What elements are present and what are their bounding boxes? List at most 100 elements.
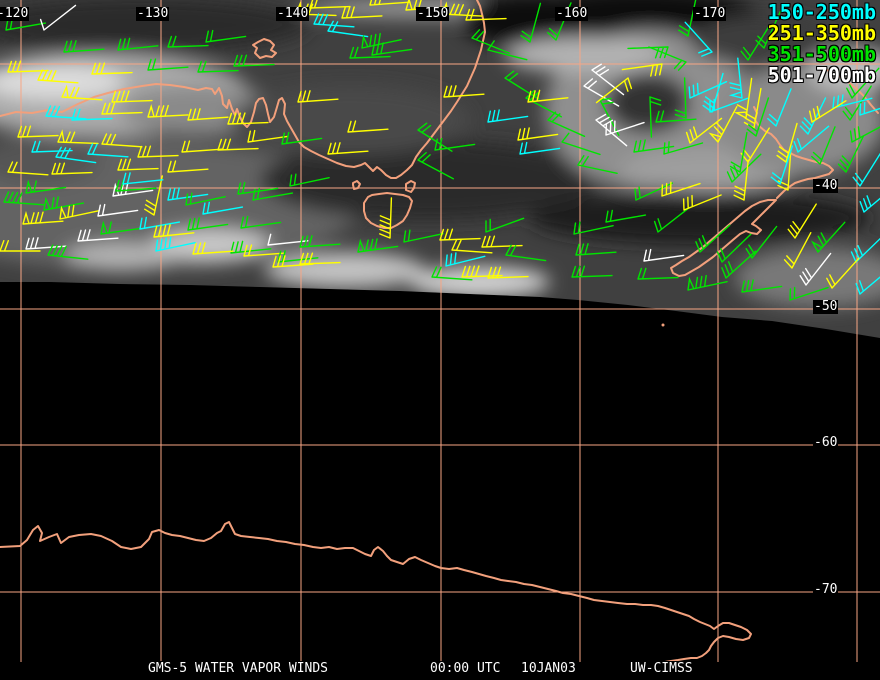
wind-barb [643, 248, 685, 262]
wind-barb [55, 146, 97, 164]
coastline-king-island [352, 180, 361, 190]
wind-barb [776, 122, 798, 163]
wind-barb [859, 101, 880, 116]
wind-barb [726, 153, 762, 183]
wind-barb [465, 8, 507, 21]
wind-barb [347, 120, 389, 133]
wind-barb [487, 40, 528, 61]
wind-barb [789, 286, 829, 301]
wind-barb [63, 40, 105, 53]
wind-barb [341, 6, 383, 19]
wind-barb [281, 131, 323, 145]
wind-barb [811, 221, 846, 253]
wind-barb [243, 244, 285, 257]
wind-barb [850, 237, 880, 263]
wind-barb [361, 32, 402, 49]
wind-barb [505, 244, 547, 262]
wind-barb [25, 179, 67, 194]
wind-barb [272, 255, 314, 268]
wind-barb [783, 232, 812, 269]
wind-barb [661, 181, 701, 197]
wind-barb [0, 240, 41, 252]
wind-barb [663, 141, 704, 155]
wind-barb [417, 151, 454, 180]
wind-barb [577, 155, 618, 174]
wind-barb [487, 266, 529, 279]
wind-barb [687, 274, 728, 291]
wind-barb [517, 127, 559, 141]
wind-barb [605, 120, 645, 136]
wind-barb [451, 239, 493, 254]
wind-barb [97, 203, 139, 217]
wind-barb [47, 244, 89, 260]
wind-barb [237, 181, 279, 195]
wind-barb [770, 145, 794, 185]
wind-barb [299, 252, 341, 265]
pressure-level-legend: 150-250mb 251-350mb 351-500mb 501-700mb [768, 2, 876, 86]
wind-barb [837, 135, 865, 173]
wind-barb [192, 242, 234, 255]
wind-barb [721, 250, 757, 279]
wind-barb [167, 35, 209, 48]
wind-barb [684, 21, 713, 57]
wind-barb [648, 46, 687, 71]
wind-barb [147, 103, 189, 118]
wind-barb [3, 191, 45, 206]
wind-barb [153, 224, 195, 238]
coastline-macquarie-island [661, 323, 665, 327]
wind-barb [571, 265, 613, 278]
wind-barb [101, 133, 143, 148]
wind-barb [45, 105, 87, 120]
wind-barb [709, 97, 749, 113]
wind-barb [357, 238, 399, 253]
wind-barb [71, 108, 113, 121]
wind-barb [57, 129, 99, 145]
wind-barb [187, 108, 229, 121]
wind-barb [327, 142, 369, 155]
wind-barb [591, 63, 625, 96]
latitude-label: -40 [813, 178, 839, 193]
wind-barb [811, 126, 836, 165]
wind-barb [777, 149, 792, 191]
wind-barb [746, 97, 770, 137]
wind-barb [809, 100, 847, 123]
wind-barb [527, 89, 569, 103]
wind-barb [547, 111, 586, 137]
wind-barb [439, 228, 481, 241]
wind-barb [799, 252, 832, 286]
longitude-label: -160 [555, 6, 589, 21]
wind-barb [309, 0, 351, 9]
wind-barb [573, 221, 614, 235]
wind-barb [77, 229, 119, 242]
wind-barb [793, 125, 830, 153]
wind-barb [379, 197, 393, 239]
wind-barb [87, 143, 129, 158]
wind-barb [59, 204, 100, 220]
wind-barb [91, 62, 133, 75]
caption-product-title: GMS-5 WATER VAPOR WINDS [148, 661, 329, 676]
wind-barb [702, 72, 724, 113]
wind-barb [147, 58, 189, 71]
wind-barb [100, 220, 142, 235]
wind-barb [233, 54, 275, 67]
wind-barb [7, 60, 49, 73]
wind-barb [787, 203, 817, 239]
wind-barb [202, 201, 244, 215]
wind-barb [22, 210, 64, 225]
wind-barb [167, 160, 209, 173]
wind-barb [826, 257, 860, 289]
wind-barb [729, 131, 748, 173]
wind-barb [682, 194, 722, 211]
wind-barb [39, 4, 77, 31]
wind-barb [299, 235, 341, 248]
wind-barb [371, 42, 413, 56]
longitude-label: -140 [276, 6, 310, 21]
wind-barb [443, 85, 485, 98]
longitude-label: -150 [416, 6, 450, 21]
wind-barb [117, 158, 159, 171]
wind-barb [655, 110, 697, 123]
wind-barb [605, 209, 647, 223]
coastline-top-right-arc [826, 69, 879, 114]
graticule [0, 0, 880, 662]
